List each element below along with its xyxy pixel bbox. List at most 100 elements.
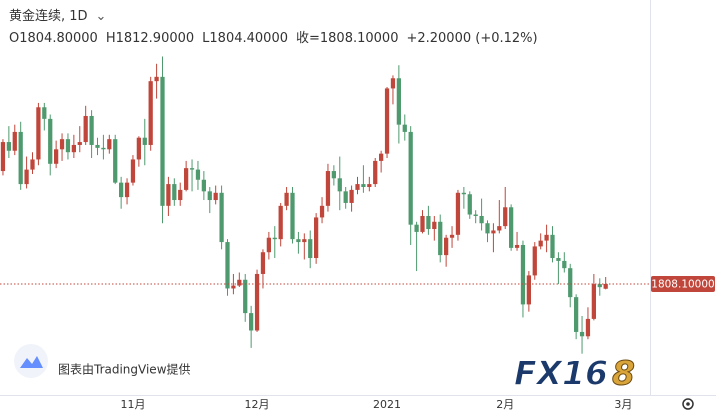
candle-body: [30, 159, 35, 170]
candle-body: [444, 237, 449, 256]
x-tick-label: 11月: [120, 398, 145, 411]
candle-body: [6, 142, 11, 151]
candle-body: [107, 139, 112, 150]
candle-body: [201, 179, 206, 192]
gear-ring[interactable]: [682, 398, 694, 410]
candle-body: [172, 184, 177, 201]
candle-body: [520, 244, 526, 305]
candle-body: [408, 131, 413, 225]
candle-body: [278, 205, 283, 240]
candle-body: [314, 217, 319, 259]
candle-body: [579, 331, 585, 337]
candle-body: [178, 189, 183, 201]
logo-text: FX16: [514, 354, 608, 393]
candle-body: [219, 192, 224, 243]
candle-body: [402, 124, 407, 132]
candle-body: [154, 76, 159, 82]
title-row: 黄金连续, 1D ⌄: [9, 6, 546, 28]
candle-body: [266, 237, 271, 253]
candle-body: [514, 244, 520, 248]
candle-body: [184, 168, 189, 190]
candle-body: [550, 234, 555, 259]
candle-body: [59, 139, 65, 150]
candle-body: [284, 192, 289, 206]
candle-body: [361, 184, 366, 187]
x-tick-label: 2021: [373, 398, 401, 411]
tv-icon-bg: [14, 344, 48, 378]
candle-body: [142, 137, 147, 145]
last-price-box: [651, 275, 715, 292]
candle-body: [83, 115, 88, 143]
ohlc-label: +2.20000 (+0.12%): [406, 31, 538, 46]
candle-body: [296, 239, 301, 243]
candle-body: [89, 115, 94, 145]
candle-body: [384, 88, 390, 154]
ohlc-label: L1804.40000: [202, 31, 288, 46]
last-price-label: 1808.10000: [651, 278, 714, 290]
candle-body: [65, 139, 71, 153]
candle-body: [36, 107, 41, 160]
candle-body: [497, 226, 502, 231]
candle-body: [77, 142, 82, 145]
candle-body: [568, 268, 573, 298]
candle-body: [562, 260, 567, 269]
candle-body: [302, 239, 307, 243]
candle-body: [414, 224, 419, 232]
candle-body: [290, 192, 295, 240]
tv-attribution: 图表由TradingView提供: [14, 344, 191, 378]
candle-body: [526, 275, 531, 305]
candle-body: [272, 237, 277, 240]
dropdown-icon[interactable]: ⌄: [95, 9, 107, 24]
candle-body: [189, 168, 195, 170]
candle-body: [24, 169, 29, 185]
candle-body: [473, 214, 478, 216]
candle-body: [12, 131, 17, 151]
candle-body: [249, 313, 254, 331]
candle-body: [438, 221, 443, 256]
tv-icon: [20, 356, 43, 368]
candle-body: [166, 184, 171, 206]
candle-body: [556, 258, 561, 261]
candle-body: [503, 207, 508, 227]
ohlc-label: O1804.80000: [9, 31, 98, 46]
candle-body: [373, 160, 378, 185]
candle-body: [124, 182, 130, 198]
candle-body: [597, 284, 602, 288]
candle-body: [349, 189, 354, 203]
x-tick-label: 2月: [496, 398, 514, 411]
candle-body: [420, 215, 425, 232]
ohlc-label: H1812.90000: [105, 31, 195, 46]
ohlc-label: 收=1808.10000: [296, 31, 399, 46]
candle-body: [574, 297, 579, 332]
candle-body: [355, 184, 360, 190]
x-tick-label: 12月: [245, 398, 270, 411]
candle-body: [136, 137, 141, 160]
candle-body: [426, 215, 431, 230]
header: 黄金连续, 1D ⌄ O1804.80000 H1812.90000 L1804.40…: [9, 6, 546, 50]
candle-body: [485, 223, 490, 234]
candle-body: [319, 205, 325, 218]
candle-body: [195, 169, 201, 180]
candle-body: [207, 191, 212, 201]
candle-body: [337, 178, 342, 192]
candle-body: [42, 107, 47, 119]
plot: [0, 56, 650, 354]
candle-body: [325, 171, 331, 206]
gear-center[interactable]: [686, 402, 690, 406]
candle-body: [532, 246, 537, 276]
candle-body: [101, 147, 106, 150]
ohlc-row: O1804.80000 H1812.90000 L1804.40000 收=1808.…: [9, 28, 546, 50]
candle-body: [130, 159, 136, 183]
candle-body: [331, 171, 336, 179]
settings-icon[interactable]: [682, 398, 694, 410]
candle-body: [544, 234, 549, 241]
candle-body: [113, 139, 118, 183]
candle-body: [367, 184, 372, 187]
candle-body: [243, 279, 248, 314]
candle-body: [71, 144, 76, 153]
candle-body: [379, 153, 384, 161]
candle-body: [509, 207, 514, 248]
candle-body: [449, 234, 455, 238]
attribution-text: 图表由TradingView提供: [58, 362, 191, 377]
candle-body: [148, 81, 153, 145]
